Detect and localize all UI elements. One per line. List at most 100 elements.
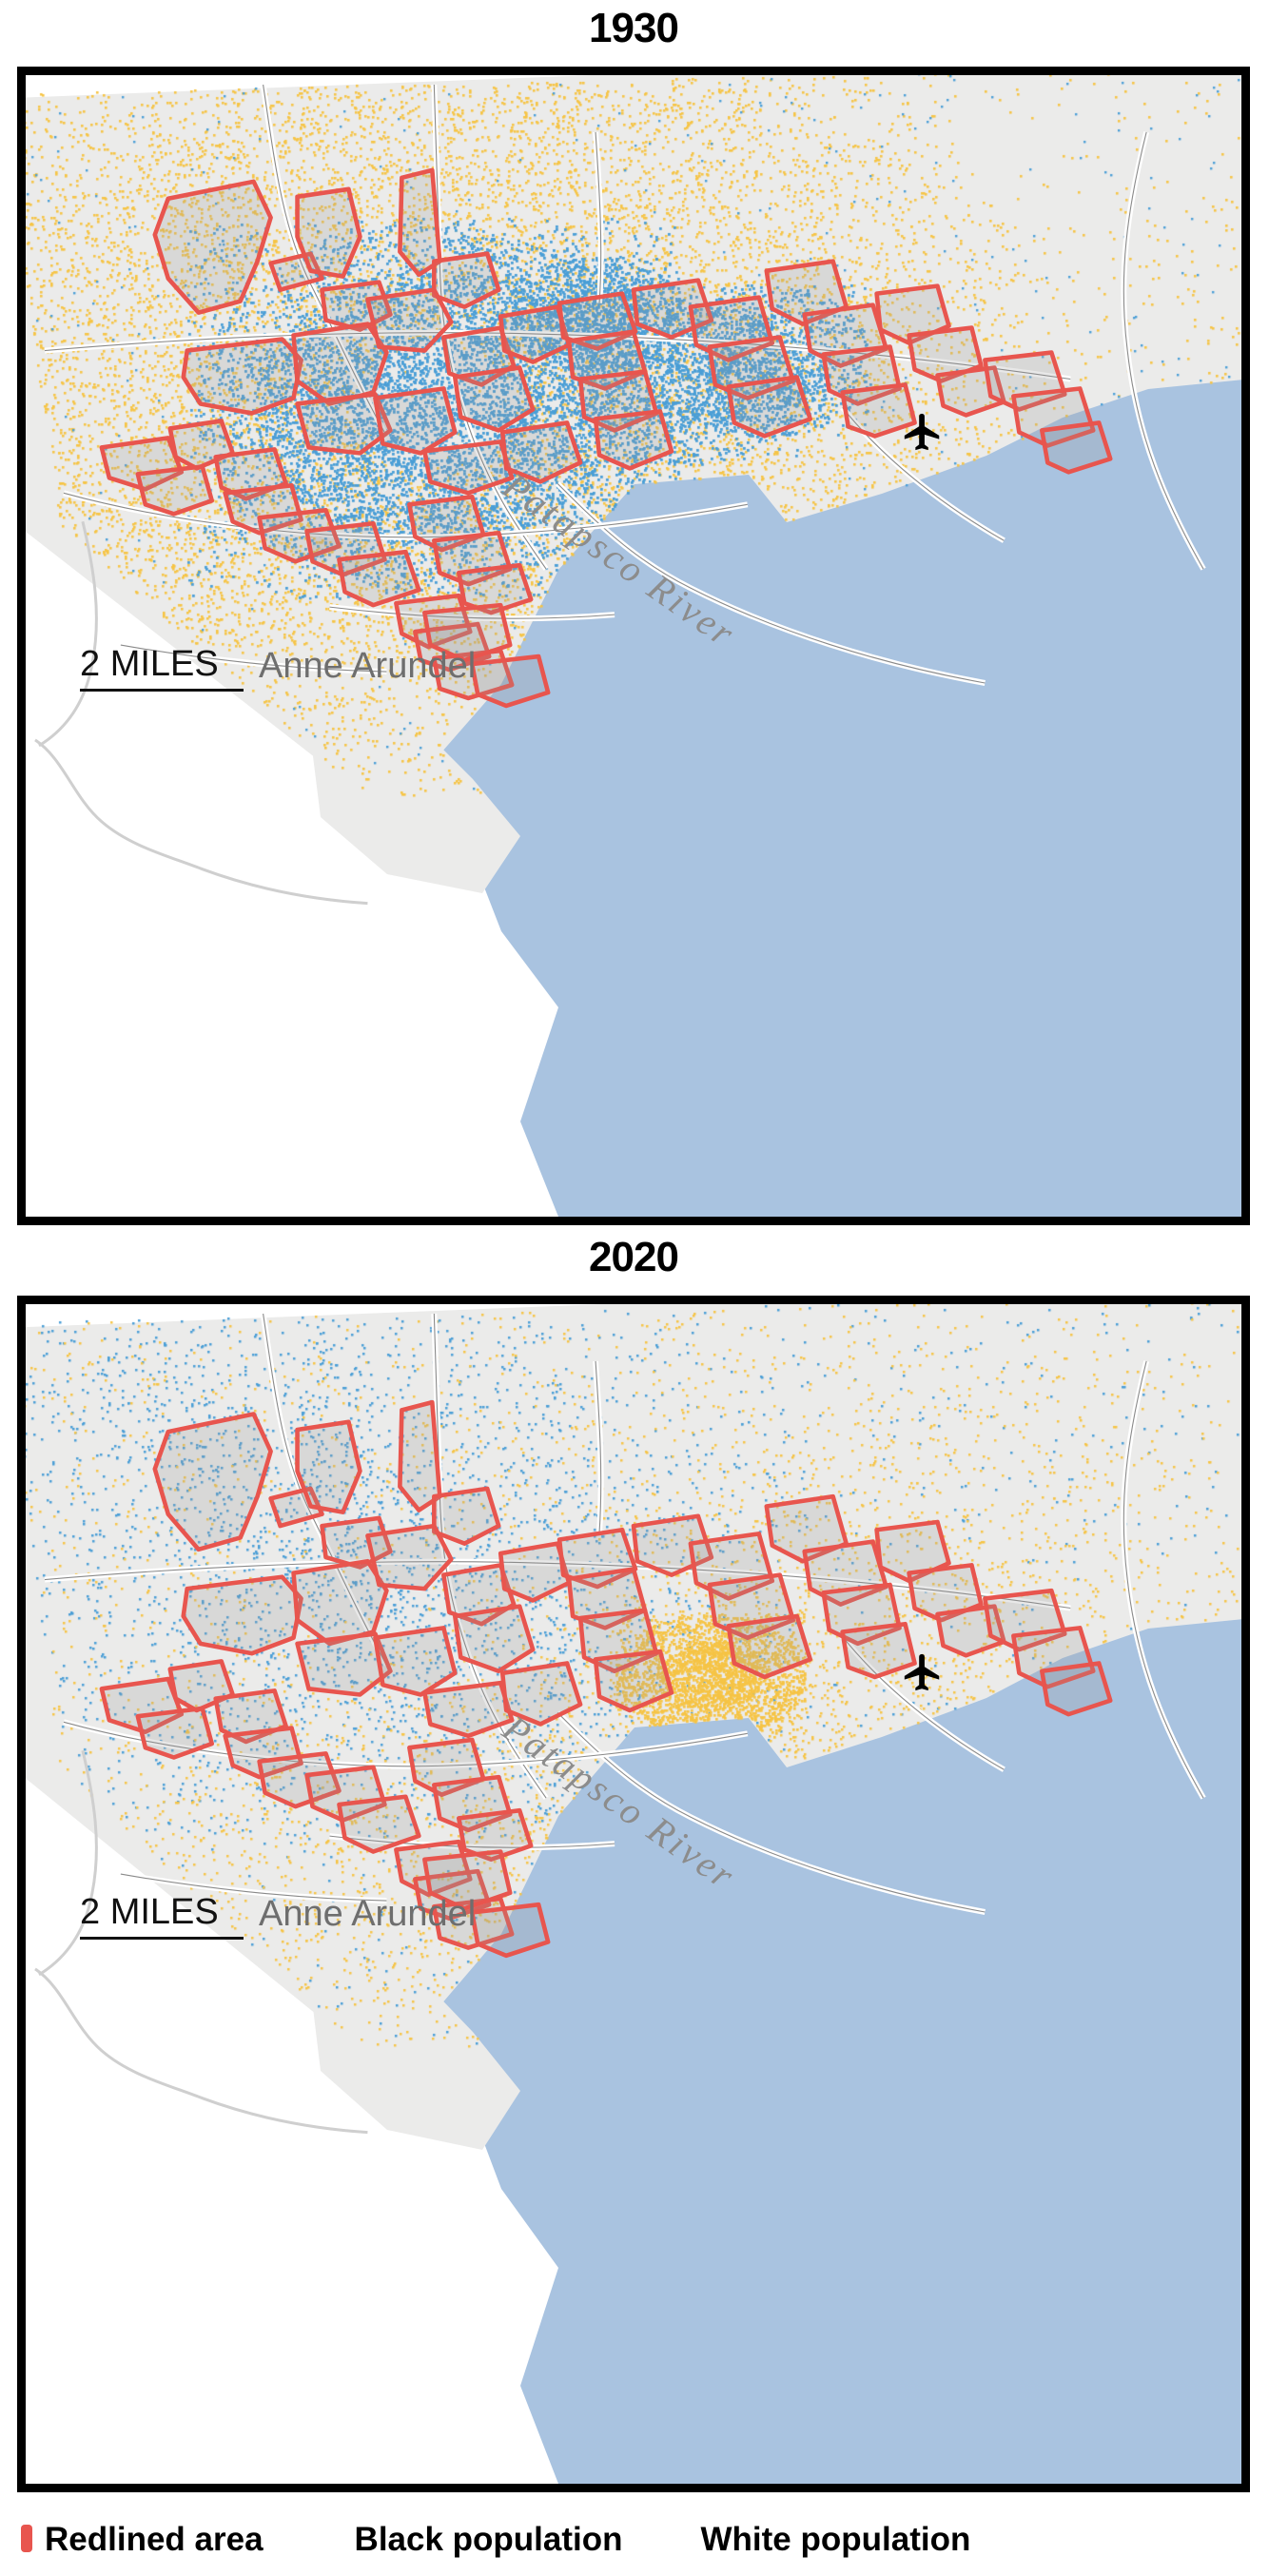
redline-polygon[interactable] bbox=[422, 1680, 515, 1739]
road-casing bbox=[120, 1873, 387, 1902]
panel-2020: 2020 Patapsco River Anne Arundel 2 MILES bbox=[17, 1237, 1250, 2502]
road-casing bbox=[44, 332, 1071, 381]
redline-polygon[interactable] bbox=[726, 1613, 813, 1680]
redline-polygon[interactable] bbox=[181, 337, 303, 416]
redline-polygon[interactable] bbox=[257, 1751, 342, 1809]
redline-polygon[interactable] bbox=[291, 1558, 389, 1647]
road-casing bbox=[263, 1313, 387, 1666]
redline-polygon[interactable] bbox=[422, 602, 513, 663]
road-casing bbox=[329, 606, 615, 619]
road-network-2020 bbox=[34, 1313, 1206, 2135]
legend-item-black-population[interactable]: Black population bbox=[342, 2523, 623, 2556]
redline-polygon[interactable] bbox=[99, 1676, 185, 1734]
redline-polygon[interactable] bbox=[337, 549, 421, 608]
redline-polygon[interactable] bbox=[432, 1486, 501, 1546]
redline-polygon[interactable] bbox=[452, 365, 536, 433]
redline-polygon[interactable] bbox=[456, 1807, 534, 1863]
redline-polygon[interactable] bbox=[499, 1661, 583, 1727]
road-casing bbox=[1123, 1360, 1204, 1799]
county-boundary bbox=[34, 1967, 368, 2135]
redline-polygon[interactable] bbox=[223, 483, 303, 536]
redline-polygon[interactable] bbox=[304, 1765, 387, 1823]
panel-title-2020: 2020 bbox=[589, 1234, 679, 1280]
redline-polygon[interactable] bbox=[295, 1419, 362, 1514]
redline-polygon[interactable] bbox=[452, 1604, 536, 1674]
redline-polygon[interactable] bbox=[593, 1649, 674, 1713]
redline-polygon[interactable] bbox=[422, 439, 515, 496]
redline-polygon[interactable] bbox=[373, 1626, 458, 1697]
airplane-icon bbox=[901, 1650, 945, 1694]
redline-polygon[interactable] bbox=[223, 1726, 303, 1780]
legend-item-redlined[interactable]: Redlined area bbox=[21, 2523, 264, 2556]
redline-polygon[interactable] bbox=[398, 167, 442, 277]
redline-polygon[interactable] bbox=[291, 322, 389, 406]
redline-polygon[interactable] bbox=[707, 335, 796, 400]
redline-polygon[interactable] bbox=[295, 1631, 393, 1697]
redline-polygon[interactable] bbox=[1040, 1661, 1113, 1717]
redline-polygon[interactable] bbox=[498, 1541, 572, 1603]
redline-polygon[interactable] bbox=[469, 654, 551, 709]
redline-polygon[interactable] bbox=[373, 386, 458, 456]
redline-polygon[interactable] bbox=[181, 1574, 303, 1656]
county-boundary bbox=[38, 520, 98, 748]
redline-polygon[interactable] bbox=[135, 464, 214, 517]
road-casing bbox=[44, 1561, 1071, 1610]
county-label-2020: Anne Arundel bbox=[259, 1894, 477, 1934]
redline-polygon[interactable] bbox=[726, 375, 813, 439]
scale-bar-2020: 2 MILES bbox=[80, 1894, 244, 1940]
redline-polygon[interactable] bbox=[257, 507, 342, 564]
redline-polygon[interactable] bbox=[499, 420, 583, 484]
redline-polygon[interactable] bbox=[1011, 1626, 1096, 1689]
map-canvas-1930: Patapsco River Anne Arundel 2 MILES bbox=[26, 75, 1241, 1217]
road-casing bbox=[1123, 131, 1204, 570]
panel-title-1930: 1930 bbox=[589, 5, 679, 51]
redline-polygon[interactable] bbox=[304, 520, 387, 577]
road-casing bbox=[595, 131, 602, 303]
county-boundary bbox=[34, 738, 368, 906]
redline-polygon[interactable] bbox=[99, 436, 185, 492]
map-frame-2020[interactable]: Patapsco River Anne Arundel 2 MILES bbox=[17, 1296, 1250, 2492]
redline-polygon[interactable] bbox=[432, 530, 513, 587]
redline-polygon[interactable] bbox=[498, 304, 572, 364]
redline-polygon[interactable] bbox=[432, 251, 501, 309]
redline-polygon[interactable] bbox=[593, 409, 674, 471]
county-label-1930: Anne Arundel bbox=[259, 646, 477, 686]
redline-polygon[interactable] bbox=[983, 1588, 1067, 1652]
redline-polygon[interactable] bbox=[337, 1794, 421, 1854]
redline-polygon[interactable] bbox=[152, 1412, 273, 1552]
redline-polygon[interactable] bbox=[422, 1849, 513, 1911]
redline-polygon[interactable] bbox=[135, 1706, 214, 1760]
redline-polygon[interactable] bbox=[1011, 386, 1096, 448]
redline-polygon[interactable] bbox=[688, 1532, 775, 1601]
redline-polygon[interactable] bbox=[432, 1774, 513, 1833]
redline-polygon[interactable] bbox=[456, 562, 534, 615]
redlined-areas-2020[interactable] bbox=[26, 1304, 1241, 2482]
road-casing bbox=[329, 1835, 615, 1848]
redline-polygon[interactable] bbox=[764, 259, 849, 326]
redline-polygon[interactable] bbox=[469, 1902, 551, 1959]
scale-bar-label: 2 MILES bbox=[80, 644, 219, 684]
scale-bar-rule bbox=[80, 1937, 244, 1940]
redline-polygon[interactable] bbox=[707, 1572, 796, 1640]
redline-polygon[interactable] bbox=[983, 350, 1067, 412]
redline-polygon[interactable] bbox=[398, 1399, 442, 1512]
road-casing bbox=[263, 84, 387, 437]
legend-label-white-population: White population bbox=[700, 2520, 971, 2558]
road-casing bbox=[120, 644, 387, 673]
legend-item-white-population[interactable]: White population bbox=[689, 2523, 971, 2556]
redline-polygon[interactable] bbox=[840, 1621, 917, 1680]
redline-polygon[interactable] bbox=[1040, 420, 1113, 475]
redline-polygon[interactable] bbox=[295, 186, 362, 279]
redlined-areas-1930[interactable] bbox=[26, 75, 1241, 1215]
redline-polygon[interactable] bbox=[152, 179, 273, 315]
redline-polygon[interactable] bbox=[295, 392, 393, 456]
redline-polygon[interactable] bbox=[365, 287, 454, 353]
redline-polygon[interactable] bbox=[840, 382, 917, 439]
dot-density-layer-1930 bbox=[26, 75, 1241, 1217]
redline-polygon[interactable] bbox=[365, 1523, 454, 1591]
redline-polygon[interactable] bbox=[764, 1493, 849, 1564]
map-frame-1930[interactable]: Patapsco River Anne Arundel 2 MILES bbox=[17, 67, 1250, 1225]
legend-label-black-population: Black population bbox=[354, 2520, 623, 2558]
legend: Redlined area Black population White pop… bbox=[17, 2514, 1250, 2564]
